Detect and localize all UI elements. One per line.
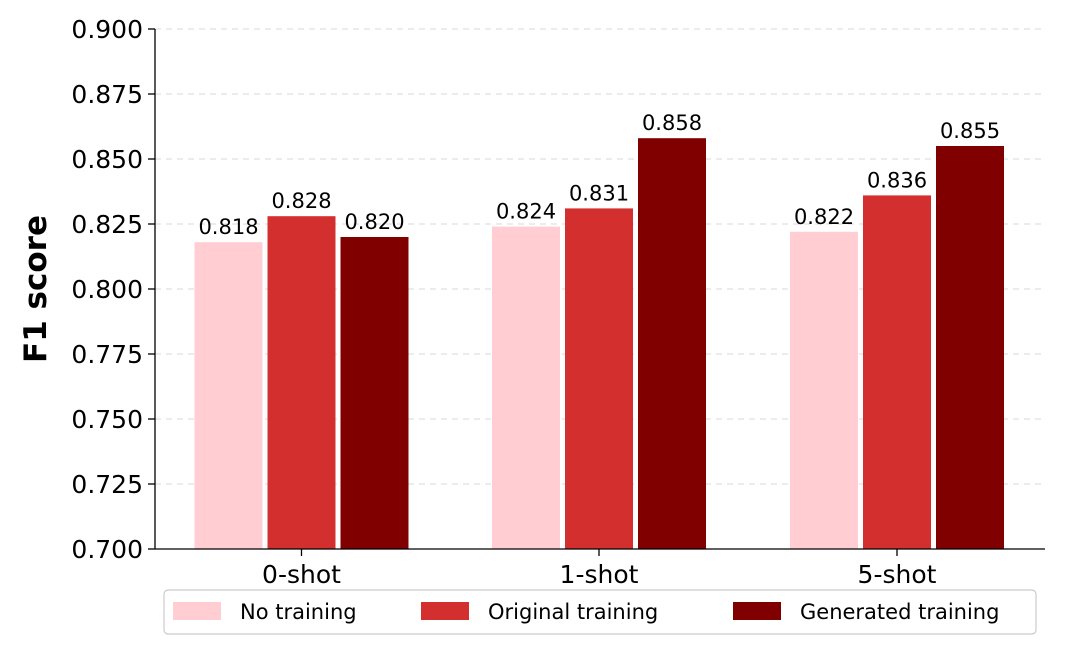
legend-swatch xyxy=(173,602,221,620)
y-tick-label: 0.775 xyxy=(71,340,143,369)
y-tick-label: 0.825 xyxy=(71,210,143,239)
y-tick-label: 0.875 xyxy=(71,80,143,109)
bar xyxy=(565,208,633,549)
bar-value-label: 0.820 xyxy=(344,210,404,234)
legend-swatch xyxy=(421,602,469,620)
bar xyxy=(492,226,560,549)
bar-value-label: 0.822 xyxy=(794,205,854,229)
bar-value-label: 0.858 xyxy=(642,111,702,135)
tick-labels: 0.700 0.725 0.750 0.775 0.800 0.825 0.850 0.875… xyxy=(71,15,936,589)
data-labels: 0.818 0.828 0.820 0.824 0.831 0.858 0.822 0.836… xyxy=(198,111,1000,239)
y-tick-label: 0.750 xyxy=(71,405,143,434)
bar-value-label: 0.824 xyxy=(496,200,556,224)
y-tick-label: 0.850 xyxy=(71,145,143,174)
bar-value-label: 0.818 xyxy=(198,215,258,239)
legend-label: Original training xyxy=(488,600,658,624)
bar-value-label: 0.831 xyxy=(569,181,629,205)
legend-label: Generated training xyxy=(800,600,999,624)
bar-value-label: 0.836 xyxy=(867,168,927,192)
y-tick-label: 0.900 xyxy=(71,15,143,44)
legend-box xyxy=(163,589,1037,635)
bar-value-label: 0.855 xyxy=(940,119,1000,143)
bar xyxy=(267,216,336,549)
bar xyxy=(790,231,858,550)
bars xyxy=(194,138,1004,550)
y-tick-label: 0.800 xyxy=(71,275,143,304)
y-tick-label: 0.700 xyxy=(71,535,143,564)
legend: No training Original training Generated tr… xyxy=(163,589,1037,635)
legend-swatch xyxy=(733,602,781,620)
bar xyxy=(194,242,263,549)
x-tick-label: 5-shot xyxy=(858,560,937,589)
bar xyxy=(863,195,931,549)
bar xyxy=(936,146,1004,549)
bar xyxy=(638,138,706,549)
x-tick-label: 0-shot xyxy=(262,560,341,589)
legend-label: No training xyxy=(240,600,357,624)
bar xyxy=(340,237,409,549)
y-axis-label: F1 score xyxy=(18,215,54,363)
y-tick-label: 0.725 xyxy=(71,470,143,499)
bar-value-label: 0.828 xyxy=(271,189,331,213)
x-tick-label: 1-shot xyxy=(560,560,639,589)
